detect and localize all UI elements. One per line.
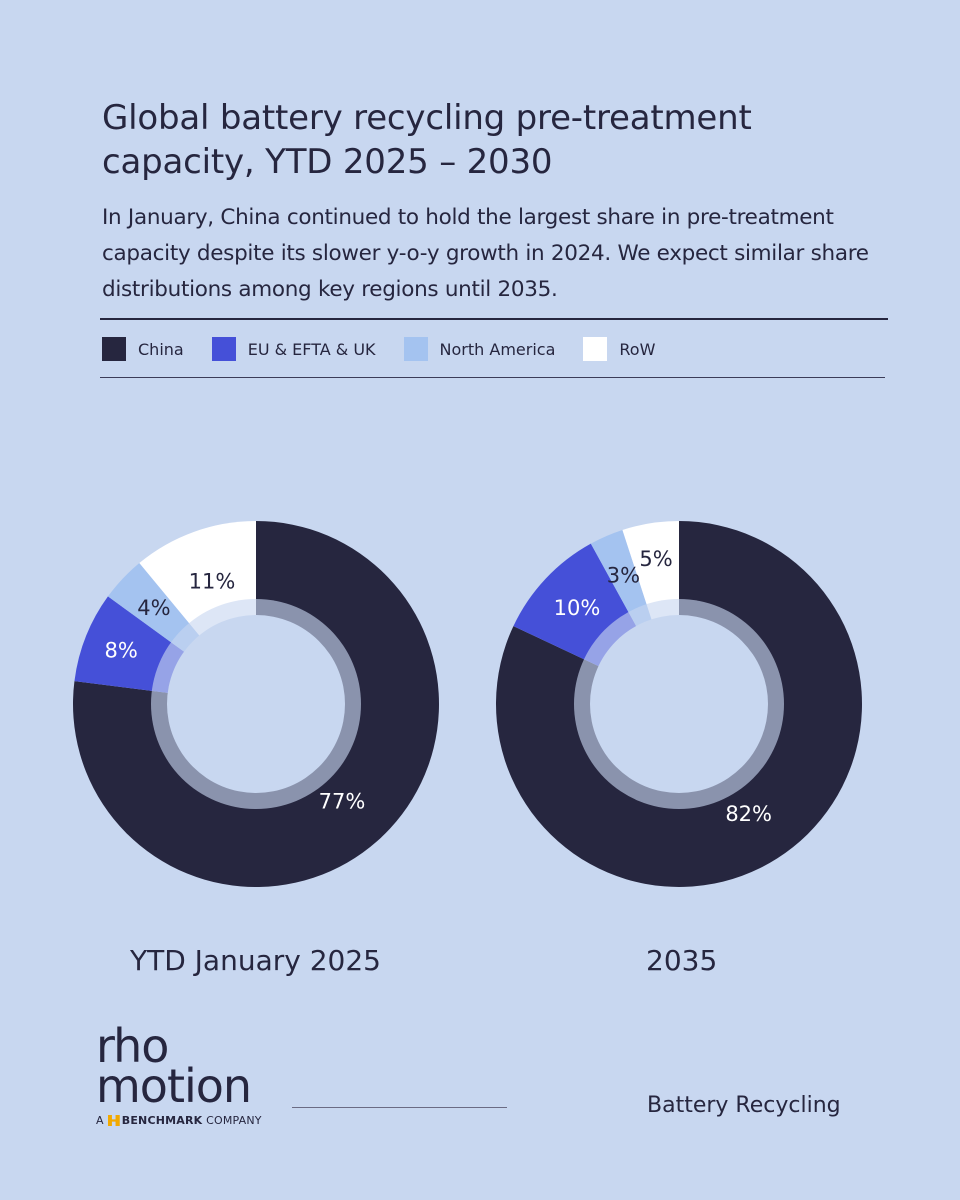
donut-2035: 82% 10%3%5% (496, 521, 862, 887)
logo-tag-prefix: A (96, 1114, 104, 1127)
legend-item-north-america: North America (403, 337, 556, 361)
legend-top-divider (100, 318, 888, 320)
benchmark-mark-icon (107, 1115, 120, 1126)
legend-swatch-row (583, 337, 608, 361)
legend-bottom-divider (100, 377, 885, 378)
logo-word-motion: motion (96, 1059, 252, 1113)
legend-label-north-america: North America (439, 339, 556, 359)
legend-item-eu: EU & EFTA & UK (211, 337, 376, 361)
chart-title: Global battery recycling pre-treatment c… (102, 98, 752, 182)
logo-tag-brand: BENCHMARK (121, 1114, 203, 1127)
data-label-north-america: 3% (607, 564, 640, 588)
legend-swatch-eu (211, 337, 236, 361)
legend-label-eu: EU & EFTA & UK (247, 339, 376, 359)
logo-word-rho: rho (96, 1019, 169, 1073)
legend: China EU & EFTA & UK North America RoW (102, 336, 683, 362)
data-label-eu-efta-uk: 10% (554, 596, 601, 620)
legend-swatch-north-america (403, 337, 428, 361)
footer-divider (292, 1107, 507, 1108)
legend-item-row: RoW (583, 337, 655, 361)
logo-tagline: A BENCHMARK COMPANY (96, 1114, 296, 1127)
logo-tag-suffix: COMPANY (206, 1114, 262, 1127)
donut-hole (590, 615, 768, 793)
donut-ytd-january-2025: 77% 8% 4% 11% (73, 521, 440, 887)
legend-swatch-china (102, 337, 126, 361)
chart-subtitle: In January, China continued to hold the … (102, 205, 869, 302)
donut-hole (167, 615, 345, 793)
data-label-china: 77% (319, 790, 366, 814)
data-label-north-america: 4% (137, 596, 170, 620)
rho-motion-logo: rho motion A BENCHMARK COMPANY (96, 1019, 296, 1127)
footer-section-label: Battery Recycling (647, 1093, 841, 1118)
legend-item-china: China (102, 337, 184, 361)
data-label-china: 82% (725, 802, 772, 826)
data-label-eu-efta-uk: 8% (105, 639, 138, 663)
data-label-row: 11% (189, 570, 236, 594)
legend-label-row: RoW (619, 339, 656, 359)
donut-title-2035: 2035 (646, 944, 718, 977)
donut-title-ytd-2025: YTD January 2025 (130, 944, 381, 977)
legend-label-china: China (138, 339, 184, 359)
data-label-row: 5% (639, 547, 672, 571)
